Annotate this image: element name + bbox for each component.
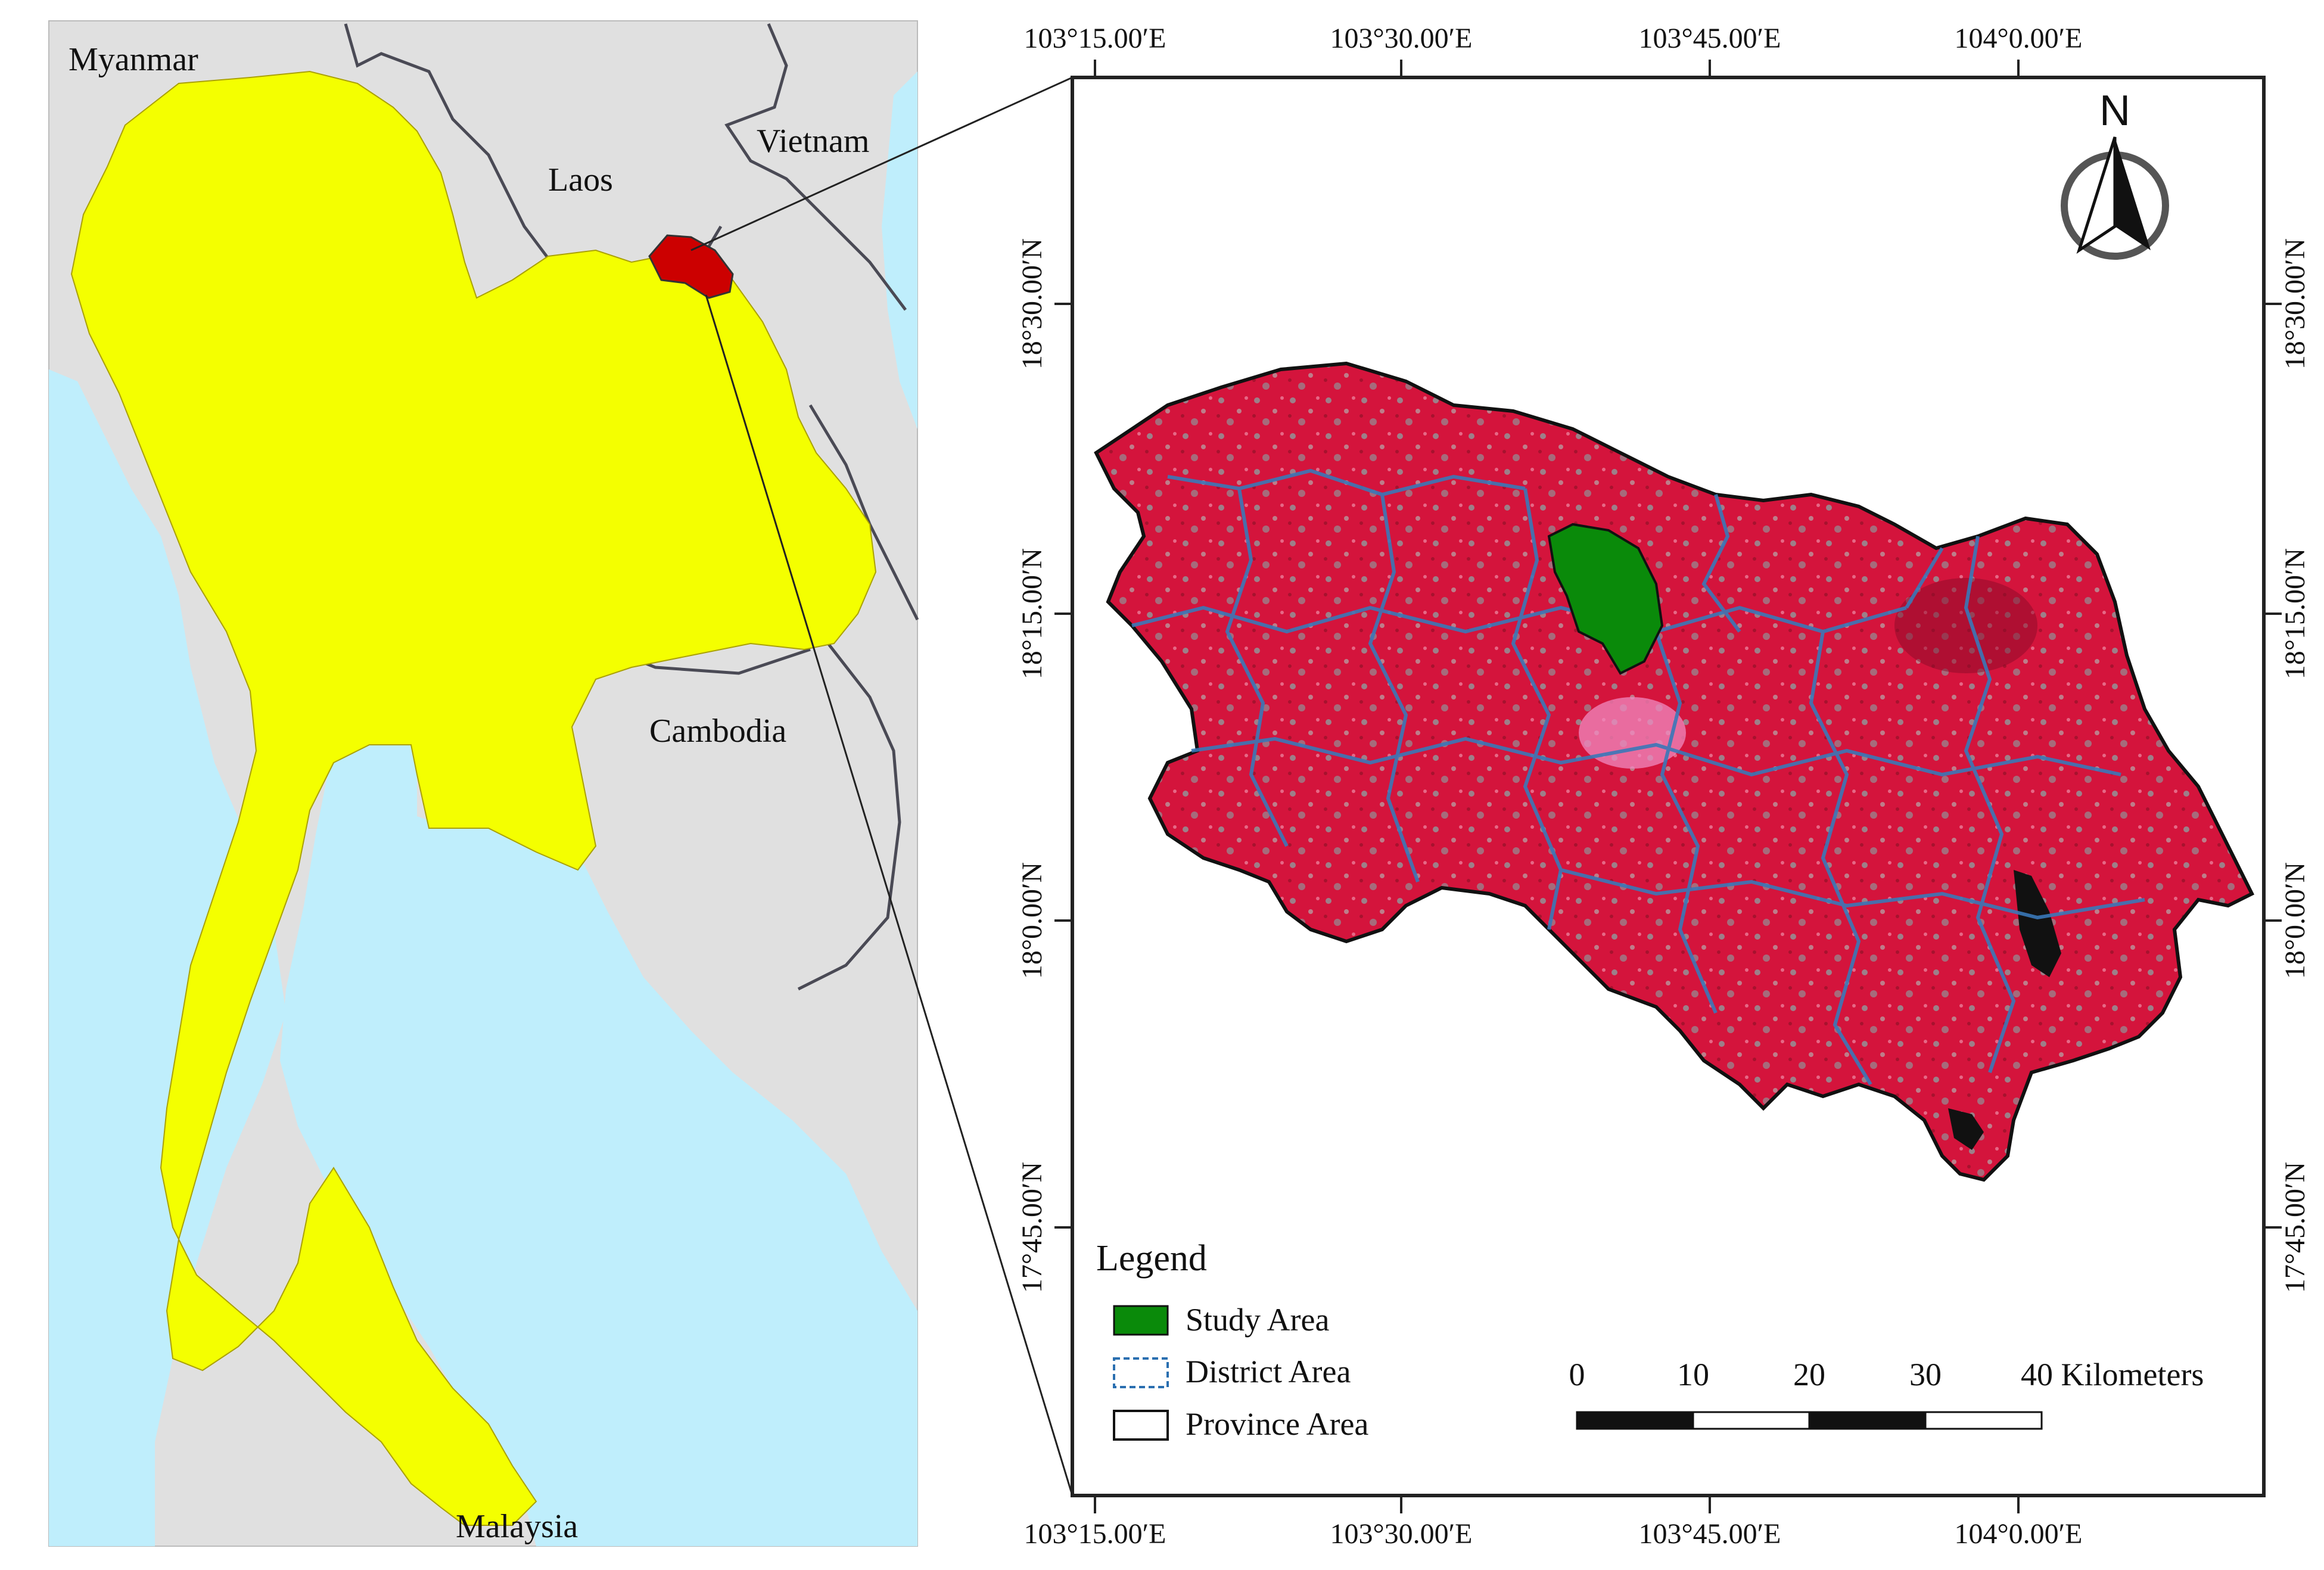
legend-title: Legend — [1096, 1238, 1207, 1279]
north-label: N — [2099, 87, 2130, 135]
legend-district-area-swatch — [1113, 1357, 1169, 1388]
tick-bottom-3: 103°45.00′E — [1638, 1518, 1781, 1550]
reservoir-water — [2014, 870, 2061, 977]
scale-segment-1 — [1576, 1411, 1694, 1430]
scale-label-0: 0 — [1569, 1357, 1585, 1392]
legend-district-area-label: District Area — [1186, 1354, 1351, 1389]
graticule-ticks — [1054, 60, 2282, 1513]
tick-top-3: 103°45.00′E — [1638, 23, 1781, 54]
overview-province-highlight — [648, 234, 734, 299]
scale-bar: 0 10 20 30 40 Kilometers — [1569, 1357, 2204, 1430]
label-laos: Laos — [548, 161, 613, 198]
tick-bottom-1: 103°15.00′E — [1023, 1518, 1166, 1550]
overview-gulf — [280, 733, 917, 1546]
tick-left-4: 17°45.00′N — [1016, 1162, 1048, 1293]
scale-label-10: 10 — [1677, 1357, 1709, 1392]
scale-label-30: 30 — [1909, 1357, 1942, 1392]
tick-right-3: 18°0.00′N — [2279, 862, 2311, 979]
north-arrow-icon: N — [2061, 87, 2169, 260]
district-boundaries — [1131, 468, 2145, 1086]
legend-study-area-label: Study Area — [1186, 1302, 1330, 1338]
tick-bottom-4: 104°0.00′E — [1954, 1518, 2082, 1550]
overview-east-sea — [882, 71, 917, 429]
tick-top-2: 103°30.00′E — [1330, 23, 1472, 54]
tick-top-4: 104°0.00′E — [1954, 23, 2082, 54]
label-malaysia: Malaysia — [456, 1508, 578, 1545]
tick-right-4: 17°45.00′N — [2279, 1162, 2311, 1293]
tick-bottom-2: 103°30.00′E — [1330, 1518, 1472, 1550]
label-cambodia: Cambodia — [649, 713, 786, 750]
zoom-connector-lines — [690, 76, 1074, 1496]
legend-study-area-swatch — [1113, 1305, 1169, 1336]
study-area-polygon — [1547, 523, 1664, 675]
scale-segment-4 — [1924, 1411, 2043, 1430]
tick-left-2: 18°15.00′N — [1016, 548, 1048, 679]
overview-sea — [49, 369, 286, 1546]
overview-map: Myanmar Laos Vietnam Cambodia Malaysia — [48, 20, 919, 1547]
scale-segment-3 — [1808, 1411, 1927, 1430]
label-myanmar: Myanmar — [69, 41, 198, 78]
label-vietnam: Vietnam — [757, 123, 869, 160]
tick-top-1: 103°15.00′E — [1023, 23, 1166, 54]
legend: Legend Study Area District Area Province… — [1096, 1238, 1368, 1442]
tick-left-1: 18°30.00′N — [1016, 238, 1048, 369]
dark-red-patch — [1894, 578, 2037, 673]
urban-light-patch — [1579, 697, 1686, 769]
scale-label-40: 40 Kilometers — [2021, 1357, 2204, 1392]
province-imagery — [1094, 361, 2255, 1182]
legend-province-area-label: Province Area — [1186, 1406, 1368, 1442]
southern-water — [1948, 1108, 1984, 1150]
detail-map: 103°15.00′E 103°30.00′E 103°45.00′E 104°… — [1016, 23, 2311, 1550]
tick-right-2: 18°15.00′N — [2279, 548, 2311, 679]
tick-right-1: 18°30.00′N — [2279, 238, 2311, 369]
scale-segment-2 — [1692, 1411, 1810, 1430]
legend-province-area-swatch — [1113, 1410, 1169, 1441]
tick-left-3: 18°0.00′N — [1016, 862, 1048, 979]
scale-label-20: 20 — [1793, 1357, 1825, 1392]
